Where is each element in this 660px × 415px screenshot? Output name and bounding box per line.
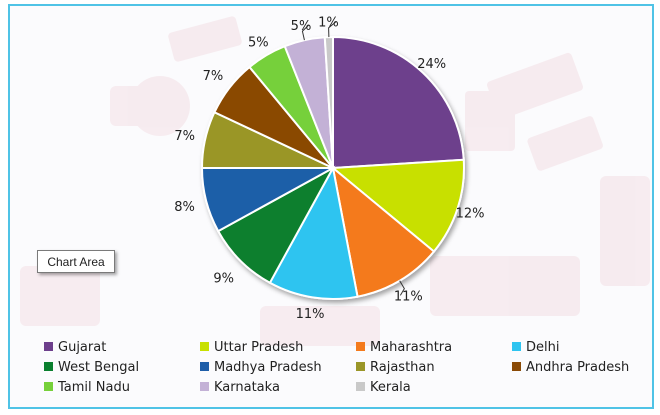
legend-label: Tamil Nadu bbox=[58, 380, 130, 395]
background-illustration bbox=[20, 16, 650, 346]
leader-line bbox=[399, 280, 405, 296]
legend-item[interactable]: Kerala bbox=[356, 379, 411, 397]
data-label: 7% bbox=[203, 69, 224, 84]
legend-swatch bbox=[44, 362, 53, 371]
pie-slice-gujarat[interactable] bbox=[332, 35, 465, 170]
legend-swatch bbox=[356, 342, 365, 351]
leader-line bbox=[328, 20, 337, 38]
legend-label: Rajasthan bbox=[370, 360, 435, 375]
legend-item[interactable]: Maharashtra bbox=[356, 339, 452, 357]
leader-line bbox=[301, 24, 310, 41]
legend-swatch bbox=[200, 362, 209, 371]
legend-label: Uttar Pradesh bbox=[214, 340, 304, 355]
pie-slice-uttar-pradesh[interactable] bbox=[330, 158, 465, 253]
legend-label: Gujarat bbox=[58, 340, 107, 355]
legend-item[interactable]: Delhi bbox=[512, 339, 559, 357]
legend-swatch bbox=[44, 382, 53, 391]
legend-swatch bbox=[200, 342, 209, 351]
data-label: 12% bbox=[456, 207, 485, 222]
legend-item[interactable]: Gujarat bbox=[44, 339, 106, 357]
data-label: 11% bbox=[394, 289, 423, 304]
data-label: 8% bbox=[174, 200, 195, 215]
legend-item[interactable]: Uttar Pradesh bbox=[200, 339, 303, 357]
legend-label: Delhi bbox=[526, 340, 560, 355]
legend-label: Karnataka bbox=[214, 380, 280, 395]
data-label: 11% bbox=[296, 307, 325, 322]
data-label: 9% bbox=[213, 271, 234, 286]
legend-swatch bbox=[44, 342, 53, 351]
data-label: 1% bbox=[318, 15, 339, 30]
legend-item[interactable]: Andhra Pradesh bbox=[512, 359, 629, 377]
legend-label: Kerala bbox=[370, 380, 411, 395]
pie-slices bbox=[200, 35, 465, 300]
legend-label: Madhya Pradesh bbox=[214, 360, 322, 375]
legend-swatch bbox=[356, 362, 365, 371]
leader-lines bbox=[301, 20, 405, 296]
data-label: 24% bbox=[417, 57, 446, 72]
chart-area-tooltip: Chart Area bbox=[37, 250, 115, 273]
data-label: 5% bbox=[248, 36, 269, 51]
legend-label: Andhra Pradesh bbox=[526, 360, 630, 375]
legend-item[interactable]: Rajasthan bbox=[356, 359, 435, 377]
legend-item[interactable]: West Bengal bbox=[44, 359, 139, 377]
legend-item[interactable]: Tamil Nadu bbox=[44, 379, 130, 397]
legend-item[interactable]: Madhya Pradesh bbox=[200, 359, 322, 377]
legend-swatch bbox=[512, 362, 521, 371]
legend-swatch bbox=[200, 382, 209, 391]
legend-swatch bbox=[512, 342, 521, 351]
legend-swatch bbox=[356, 382, 365, 391]
legend-label: West Bengal bbox=[58, 360, 140, 375]
pie-slice-delhi[interactable] bbox=[268, 165, 359, 300]
data-labels: 24% 12% 11% 11% 9% 8% 7% 7% 5% 5% 1% bbox=[174, 15, 484, 322]
data-label: 7% bbox=[174, 129, 195, 144]
data-label: 5% bbox=[291, 19, 312, 34]
legend-label: Maharashtra bbox=[370, 340, 453, 355]
legend-item[interactable]: Karnataka bbox=[200, 379, 280, 397]
